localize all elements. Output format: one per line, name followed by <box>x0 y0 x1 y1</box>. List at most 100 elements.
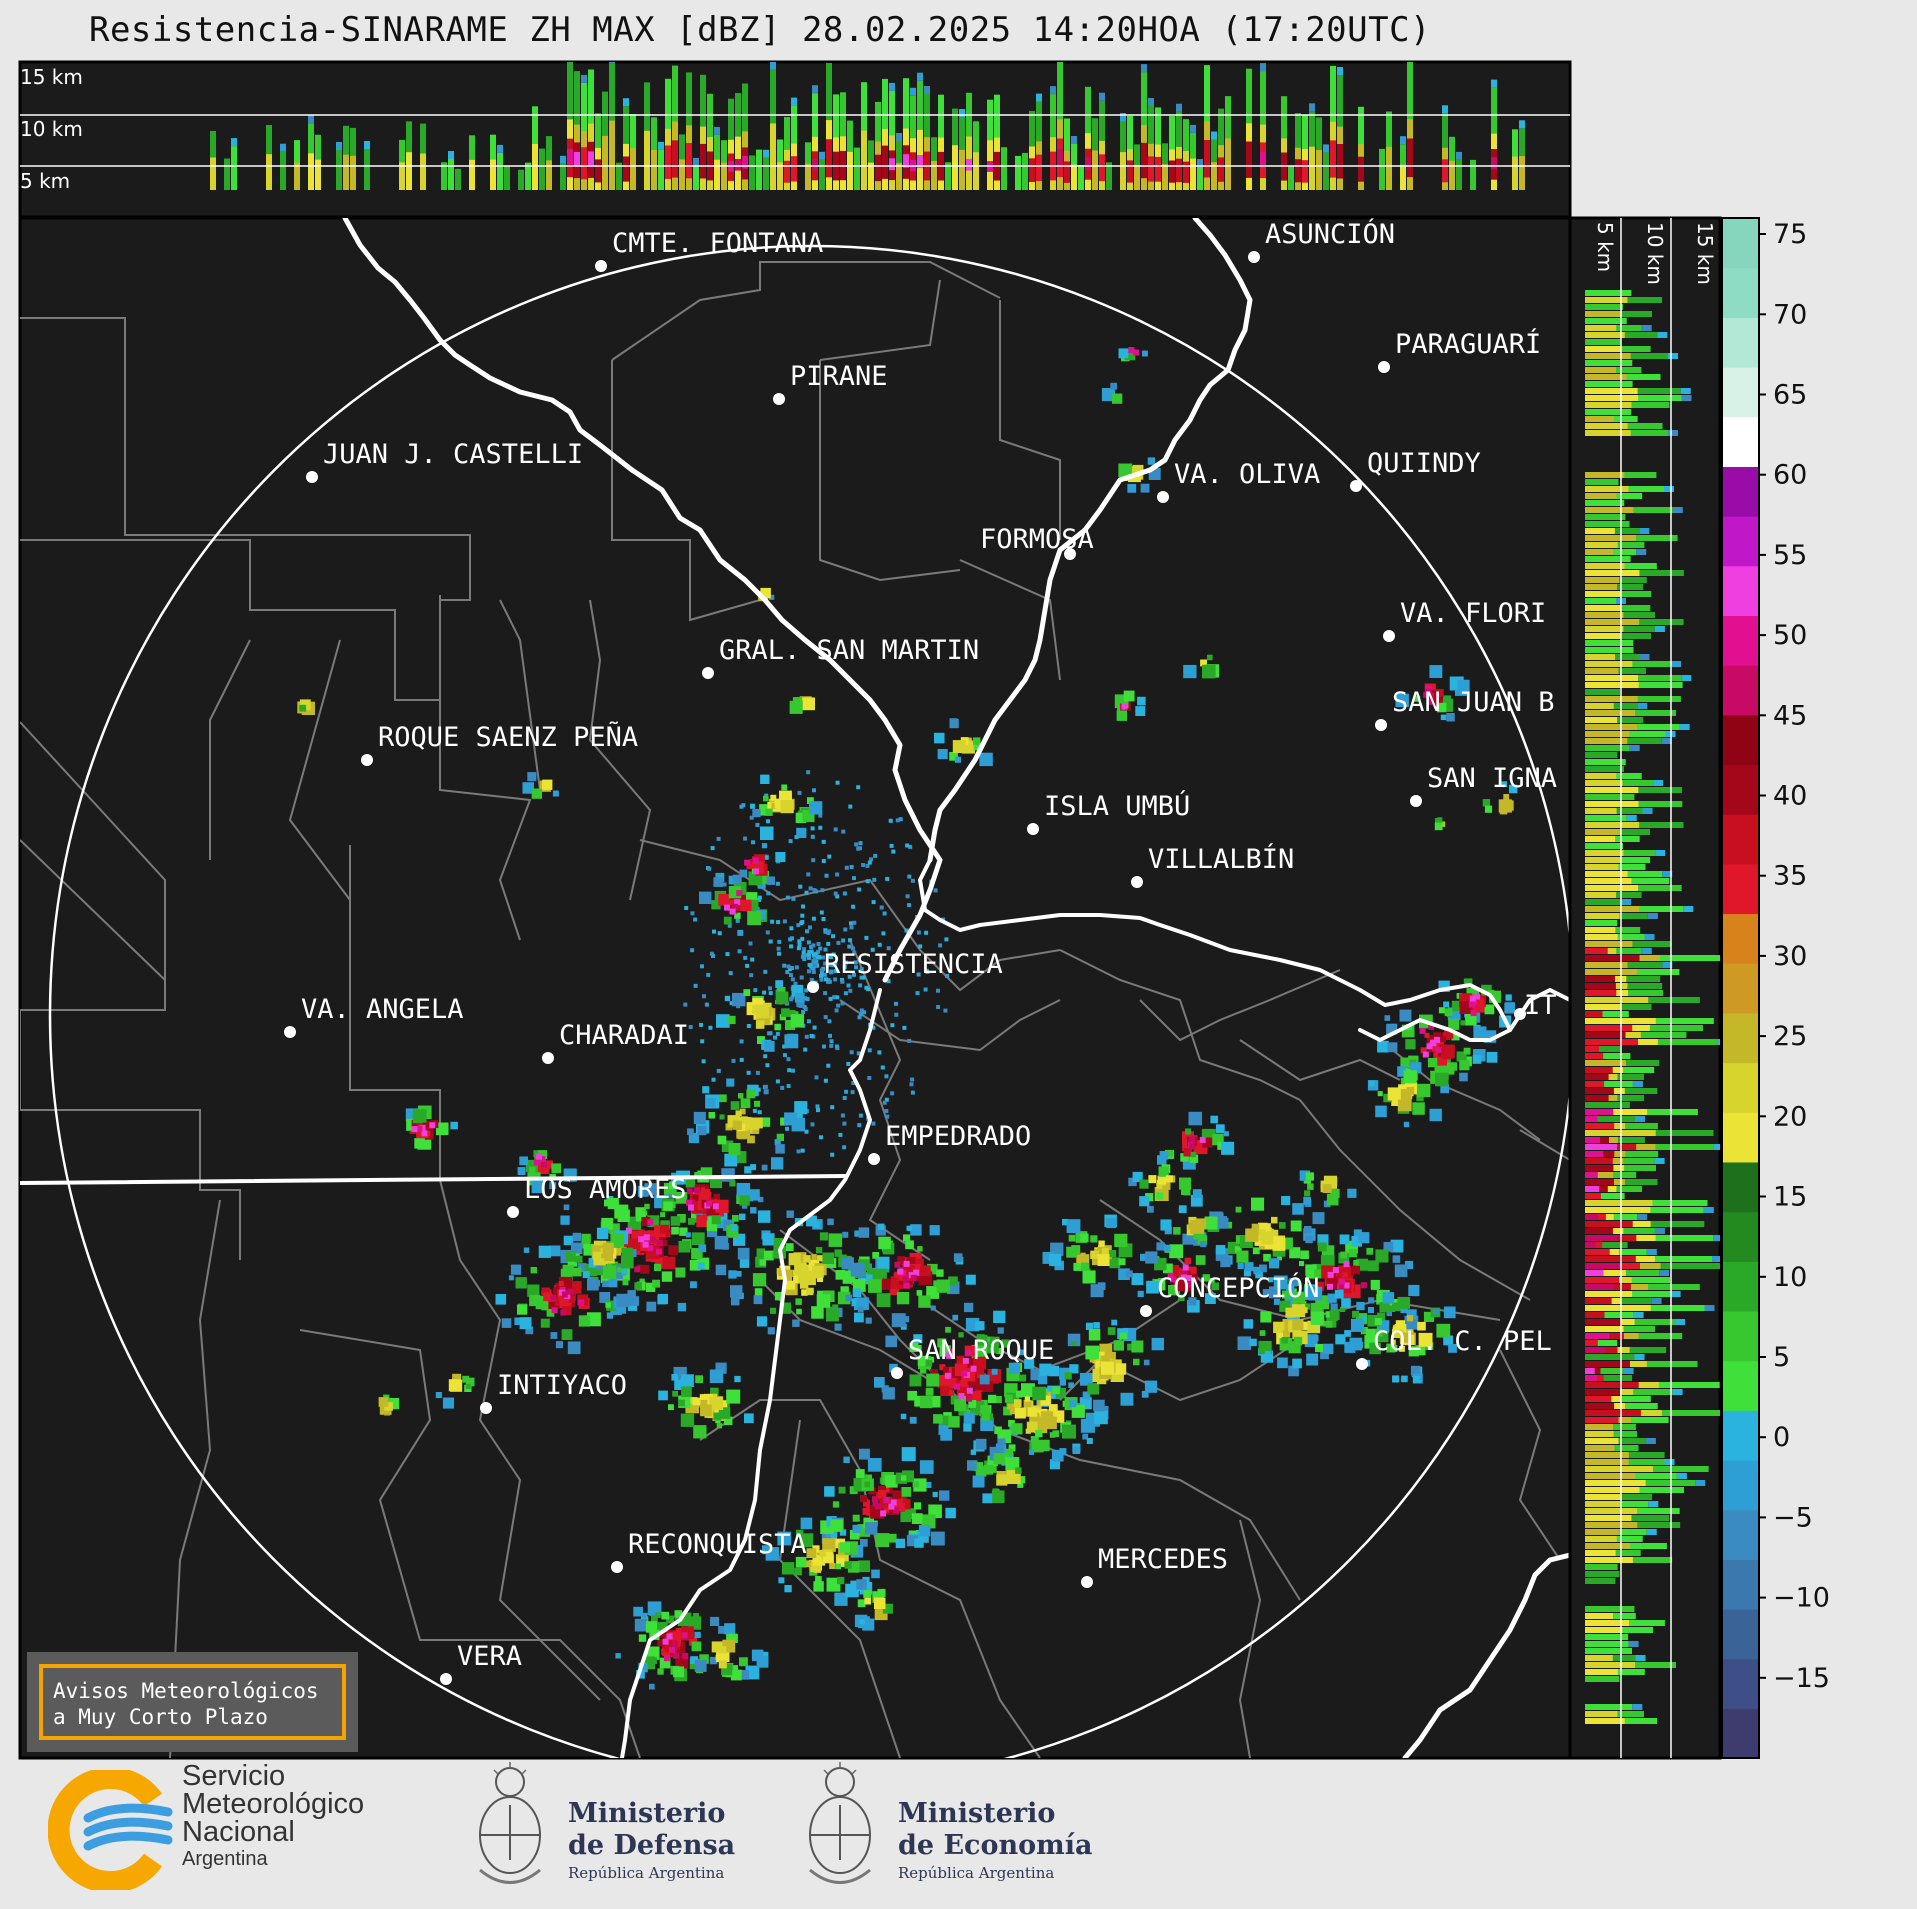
profile-row <box>1585 1515 1632 1521</box>
echo-pixel <box>587 1278 599 1291</box>
echo-core <box>634 1266 641 1273</box>
colorbar-tick-label: 10 <box>1773 1262 1807 1293</box>
echo-pixel <box>1110 382 1118 390</box>
profile-column <box>896 163 902 190</box>
echo-pixel <box>1317 1242 1327 1252</box>
echo-pixel <box>975 1465 987 1477</box>
echo-core <box>666 1633 673 1640</box>
profile-row <box>1585 1641 1629 1647</box>
echo-pixel <box>823 929 828 934</box>
profile-core <box>1064 161 1070 183</box>
profile-core <box>1260 151 1266 167</box>
echo-core <box>1332 1267 1339 1274</box>
echo-pixel <box>718 894 730 906</box>
profile-row <box>1585 934 1618 940</box>
echo-pixel <box>949 718 959 729</box>
echo-pixel <box>761 1164 768 1171</box>
profile-core <box>1585 1368 1595 1374</box>
colorbar-tick-label: −10 <box>1773 1583 1830 1614</box>
city-marker <box>595 260 607 272</box>
echo-pixel <box>1131 1273 1144 1285</box>
echo-pixel <box>1353 1259 1359 1266</box>
echo-pixel <box>857 1015 862 1020</box>
echo-pixel <box>881 931 886 936</box>
echo-pixel <box>842 1096 847 1100</box>
echo-pixel <box>822 1552 834 1564</box>
echo-pixel <box>1093 1399 1105 1412</box>
echo-pixel <box>760 1117 771 1127</box>
echo-pixel <box>786 1280 796 1290</box>
echo-pixel <box>666 1615 675 1624</box>
echo-pixel <box>693 1425 707 1439</box>
echo-pixel <box>804 890 809 895</box>
echo-pixel <box>677 1214 686 1223</box>
echo-pixel <box>804 1560 812 1568</box>
profile-column <box>805 163 811 190</box>
profile-row <box>1637 1214 1648 1220</box>
echo-pixel <box>819 977 824 982</box>
city-marker <box>1350 480 1362 492</box>
echo-pixel <box>1253 1266 1261 1275</box>
echo-pixel <box>979 1374 990 1385</box>
colorbar-swatch <box>1722 913 1759 964</box>
echo-pixel <box>826 1577 841 1592</box>
echo-pixel <box>1004 1394 1013 1403</box>
profile-column <box>1022 152 1028 190</box>
echo-pixel <box>822 1252 834 1264</box>
echo-pixel <box>806 940 811 945</box>
profile-row <box>1585 1053 1631 1059</box>
echo-core <box>663 1655 670 1662</box>
echo-pixel <box>777 939 782 944</box>
echo-pixel <box>765 930 770 935</box>
city-label: RECONQUISTA <box>628 1529 807 1560</box>
side-label-10km: 10 km <box>1643 222 1667 285</box>
echo-core <box>539 1156 546 1163</box>
echo-pixel <box>1064 1372 1072 1380</box>
echo-pixel <box>653 1225 666 1238</box>
echo-pixel <box>722 882 727 887</box>
echo-pixel <box>837 1576 845 1585</box>
echo-pixel <box>531 788 542 799</box>
echo-pixel <box>522 782 534 794</box>
profile-core <box>1330 140 1336 178</box>
echo-pixel <box>1423 1311 1435 1322</box>
profile-core <box>1585 948 1608 954</box>
echo-pixel <box>919 1367 927 1374</box>
colorbar-swatch <box>1722 267 1759 318</box>
echo-pixel <box>863 1499 870 1507</box>
echo-pixel <box>1048 1365 1059 1377</box>
echo-core <box>536 1153 542 1160</box>
echo-pixel <box>768 939 773 944</box>
echo-pixel <box>846 1061 851 1066</box>
echo-pixel <box>728 899 734 906</box>
echo-pixel <box>839 1529 847 1536</box>
echo-pixel <box>812 1025 817 1030</box>
echo-pixel <box>911 1513 923 1524</box>
echo-pixel <box>913 1334 923 1344</box>
echo-pixel <box>711 1641 723 1653</box>
echo-pixel <box>1335 1334 1346 1345</box>
echo-pixel <box>905 894 910 899</box>
echo-pixel <box>1049 1254 1062 1267</box>
colorbar-tick-label: 30 <box>1773 941 1807 972</box>
echo-pixel <box>523 1247 530 1253</box>
echo-pixel <box>1395 1320 1405 1330</box>
echo-pixel <box>952 740 966 753</box>
echo-pixel <box>891 1497 903 1509</box>
profile-core <box>574 152 580 167</box>
echo-pixel <box>735 1110 742 1117</box>
echo-pixel <box>635 1211 646 1222</box>
echo-pixel <box>1377 1091 1383 1097</box>
echo-pixel <box>804 988 809 993</box>
echo-pixel <box>747 911 762 926</box>
echo-pixel <box>1073 1262 1082 1271</box>
city-label: CONCEPCIÓN <box>1157 1272 1320 1304</box>
colorbar-swatch <box>1722 466 1759 517</box>
echo-pixel <box>861 975 866 980</box>
profile-row <box>1585 374 1627 380</box>
echo-pixel <box>811 959 816 963</box>
city-label: JUAN J. CASTELLI <box>323 439 583 470</box>
echo-pixel <box>1118 1268 1130 1280</box>
echo-pixel <box>538 1245 551 1258</box>
profile-column <box>1337 67 1343 75</box>
